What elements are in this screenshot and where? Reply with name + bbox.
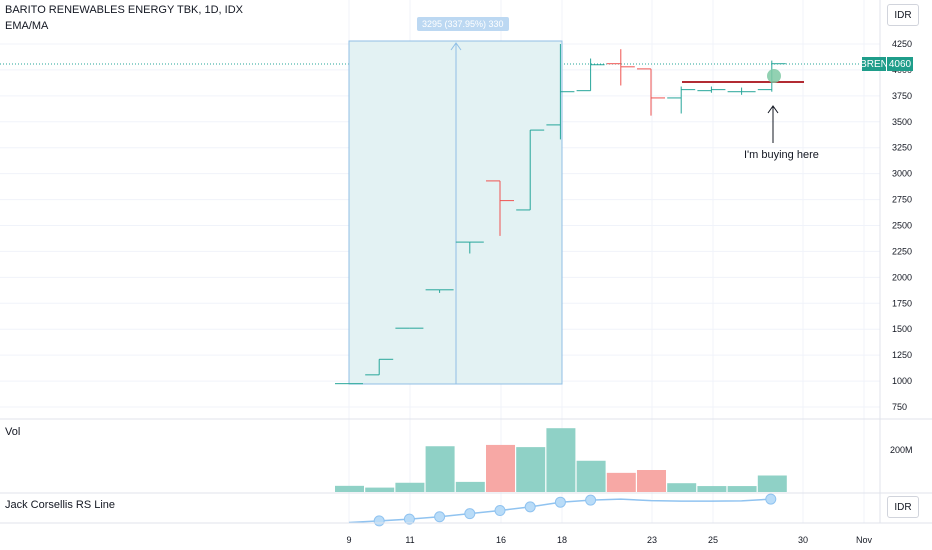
y-tick-label: 2000	[892, 272, 912, 282]
volume-bar	[727, 486, 757, 492]
annotation-arrowhead	[767, 105, 779, 114]
x-tick-label: 18	[557, 535, 567, 545]
volume-bar	[486, 444, 515, 492]
rs-marker	[765, 493, 777, 505]
volume-bar	[425, 446, 455, 492]
rs-marker	[554, 496, 566, 508]
y-tick-label: 3250	[892, 143, 912, 153]
y-tick-label: 2750	[892, 195, 912, 205]
rs-marker	[494, 505, 506, 517]
ohlc-bars	[335, 44, 786, 385]
volume-bar	[455, 481, 485, 492]
rs-line-label[interactable]: Jack Corsellis RS Line	[5, 499, 116, 511]
volume-label[interactable]: Vol	[5, 426, 21, 438]
y-tick-label: 2250	[892, 246, 912, 256]
rs-currency-button[interactable]: IDR	[887, 496, 919, 518]
y-tick-label: 3500	[892, 117, 912, 127]
y-tick-label: 1750	[892, 298, 912, 308]
y-tick-label: 2500	[892, 221, 912, 231]
volume-axis-label: 200M	[890, 445, 913, 455]
volume-bar	[667, 483, 697, 492]
volume-bar	[757, 475, 787, 492]
annotation-text: I'm buying here	[744, 149, 819, 161]
volume-bar	[516, 447, 546, 492]
volume-bar	[576, 460, 606, 492]
measure-tool[interactable]	[348, 40, 563, 385]
y-tick-label: 3000	[892, 169, 912, 179]
volume-bars	[335, 428, 787, 492]
volume-bar	[637, 470, 666, 492]
x-tick-label: 23	[647, 535, 657, 545]
x-tick-label: 25	[708, 535, 718, 545]
y-tick-label: 1250	[892, 350, 912, 360]
rs-marker	[403, 513, 415, 525]
y-tick-label: 4250	[892, 39, 912, 49]
rs-marker	[373, 515, 385, 527]
rs-marker	[524, 501, 536, 513]
symbol-tag: BREN	[860, 57, 888, 71]
buy-marker	[767, 69, 781, 83]
currency-button[interactable]: IDR	[887, 4, 919, 26]
x-tick-label: 30	[798, 535, 808, 545]
y-tick-label: 1000	[892, 376, 912, 386]
volume-bar	[395, 482, 425, 492]
volume-bar	[335, 485, 364, 492]
volume-bar	[546, 428, 576, 492]
rs-marker	[434, 511, 446, 523]
rs-marker	[464, 508, 476, 520]
y-tick-label: 750	[892, 402, 907, 412]
volume-bar	[606, 472, 636, 492]
y-tick-label: 3750	[892, 91, 912, 101]
annotation-arrow	[767, 105, 779, 143]
chart-title: BARITO RENEWABLES ENERGY TBK, 1D, IDX	[5, 4, 243, 16]
x-tick-label: 9	[346, 535, 351, 545]
x-tick-label: Nov	[856, 535, 873, 545]
measure-arrowhead	[450, 42, 462, 51]
indicator-label[interactable]: EMA/MA	[5, 20, 49, 32]
x-tick-label: 11	[405, 535, 414, 545]
volume-bar	[365, 487, 395, 492]
last-price-tag: 4060	[887, 57, 913, 71]
y-tick-label: 1500	[892, 324, 912, 334]
volume-bar	[697, 486, 727, 492]
rs-marker	[585, 494, 597, 506]
measure-label: 3295 (337.95%) 330	[417, 17, 509, 31]
x-tick-label: 16	[496, 535, 506, 545]
rs-line-group	[348, 493, 777, 527]
